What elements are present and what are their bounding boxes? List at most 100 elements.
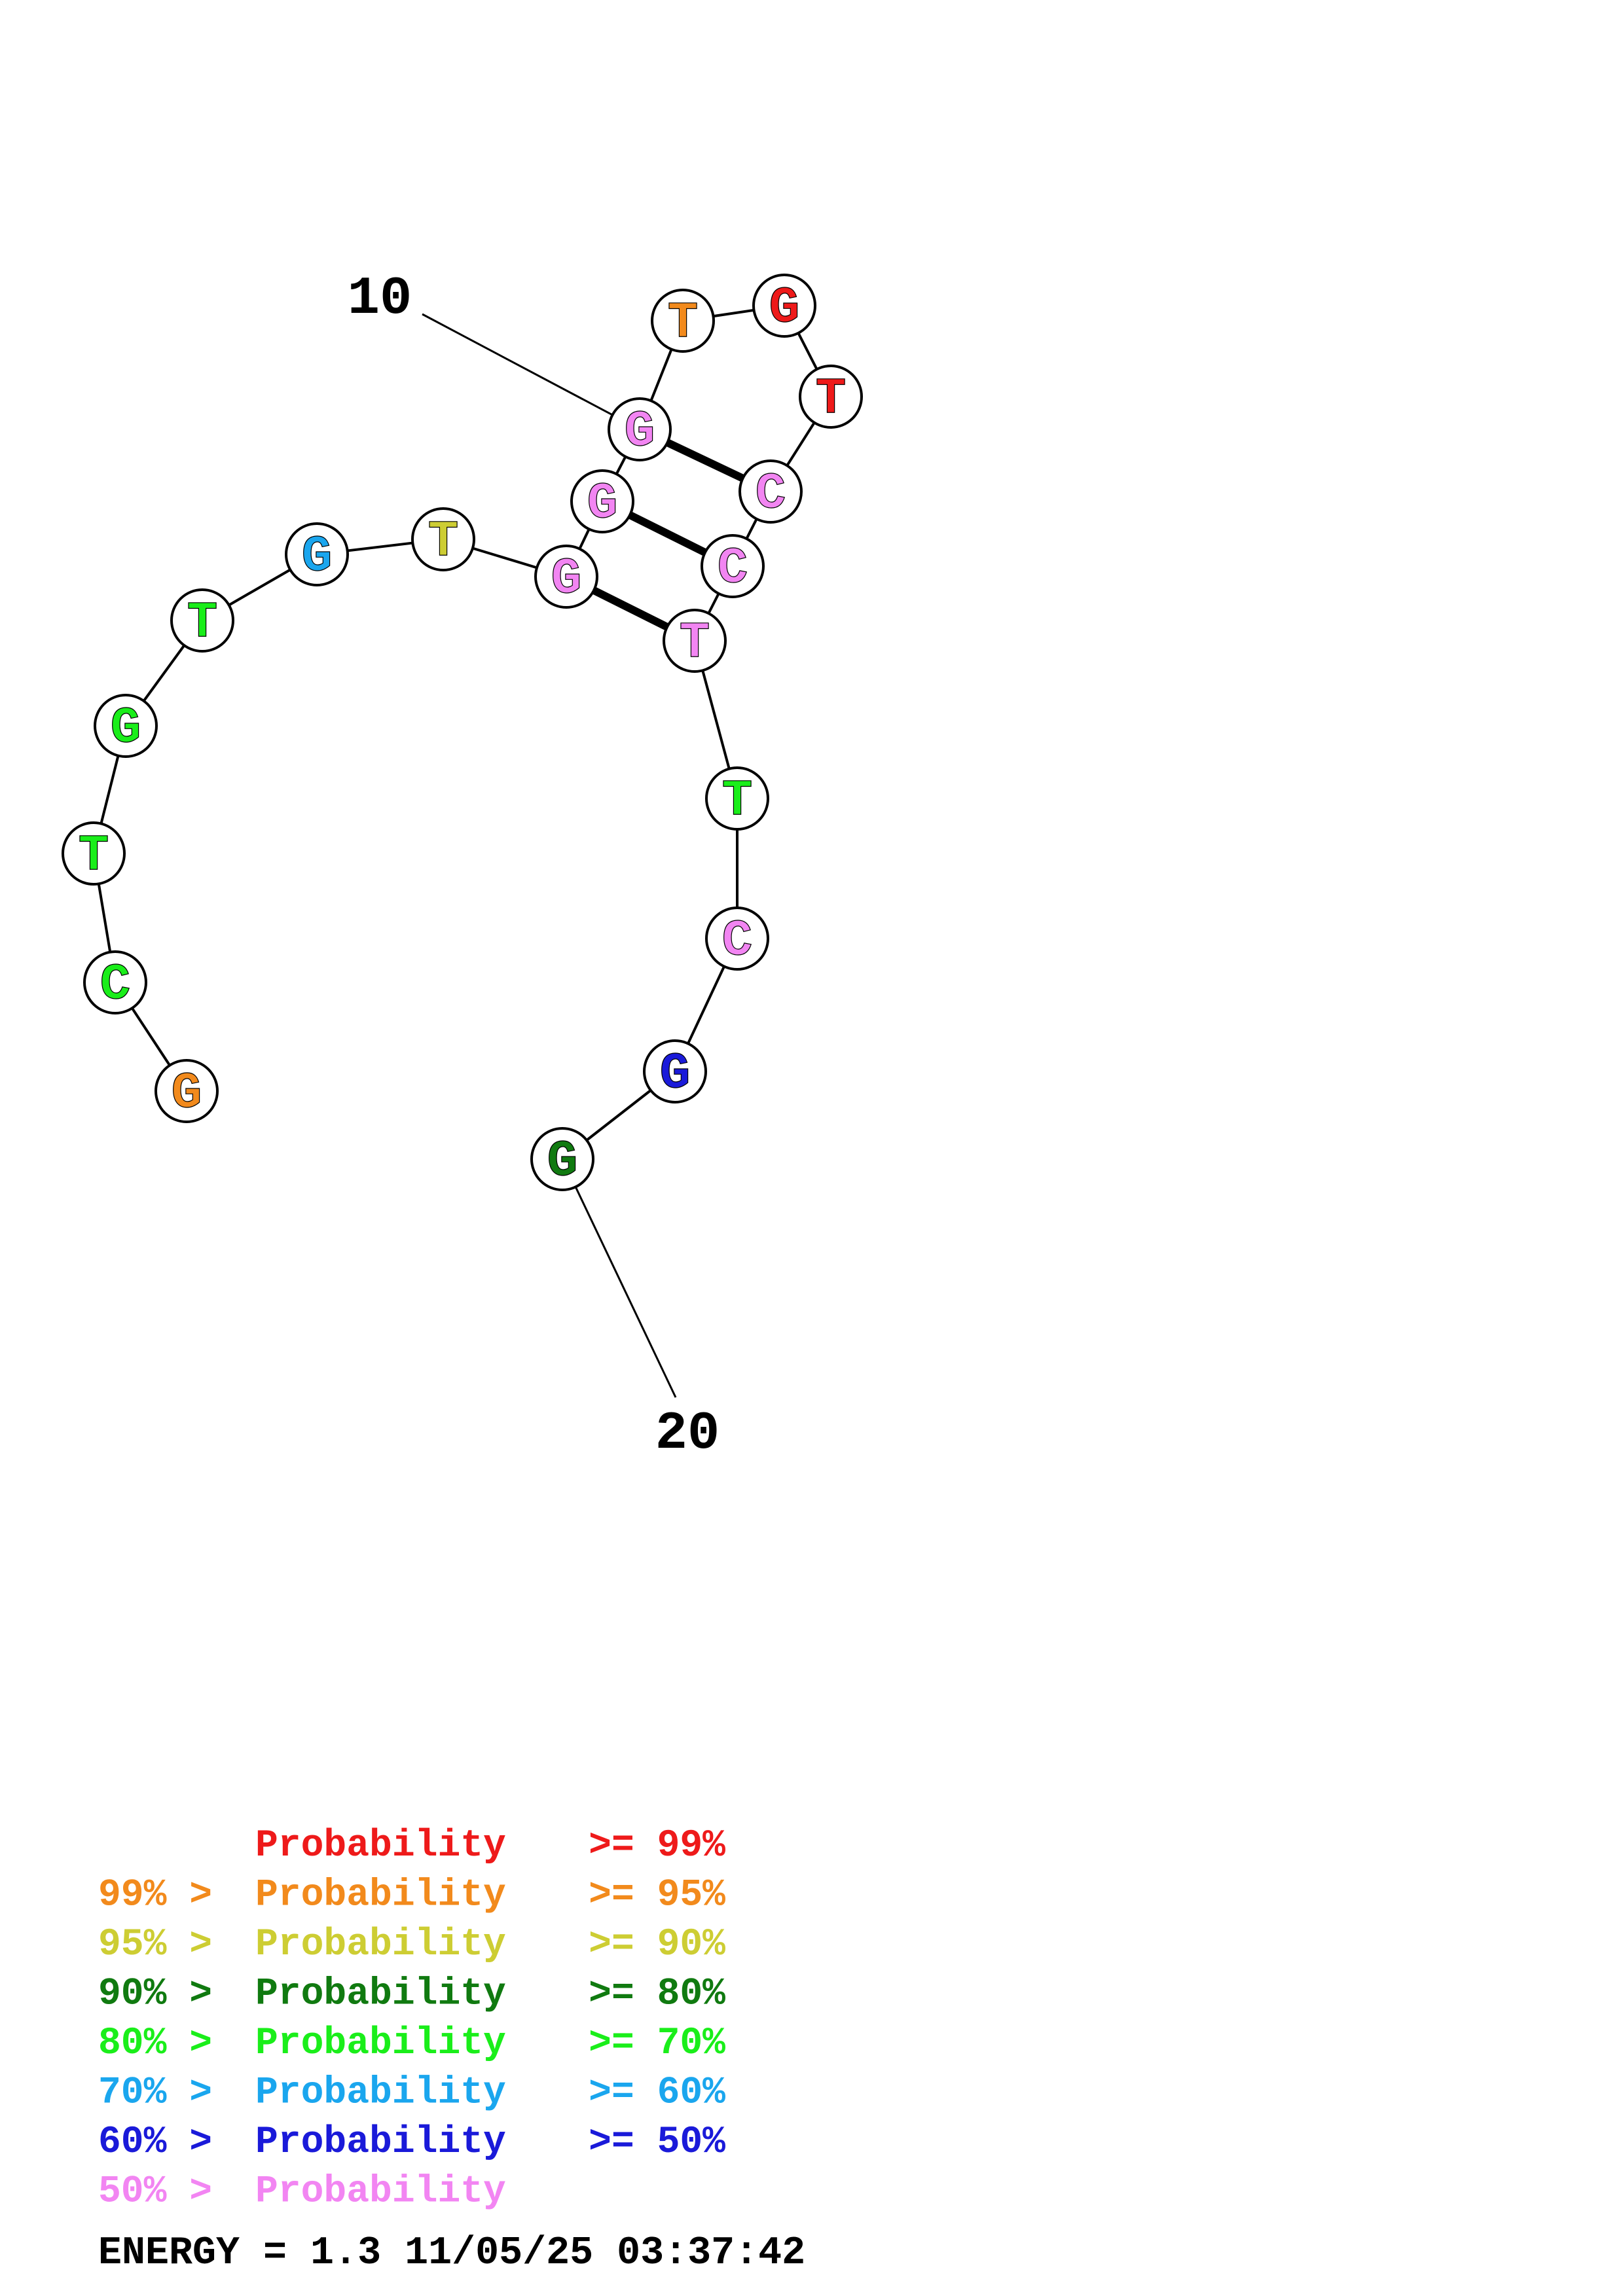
- backbone-segment: [713, 308, 754, 318]
- nucleotide-base: G: [660, 1045, 691, 1103]
- nucleotide: C: [739, 459, 803, 524]
- backbone-segment: [585, 1089, 652, 1141]
- nucleotide-circle: [663, 609, 727, 673]
- legend-suffix: >= 99%: [589, 1825, 725, 1867]
- legend-prefix: 95% >: [98, 1924, 212, 1966]
- nucleotide-circle: [701, 534, 765, 598]
- legend-label: Probability: [255, 1825, 506, 1867]
- nucleotide-base: T: [722, 772, 753, 830]
- backbone-segment: [143, 644, 185, 702]
- legend-suffix: >= 90%: [589, 1924, 725, 1966]
- base-pair-bond: [628, 511, 707, 556]
- nucleotide-base: G: [587, 475, 618, 533]
- nucleotide: C: [705, 906, 769, 971]
- nucleotide: C: [701, 534, 765, 598]
- position-leader-line: [574, 1186, 677, 1398]
- backbone-segment: [131, 1007, 171, 1066]
- nucleotide-circle: [739, 459, 803, 524]
- nucleotide-circle: [530, 1127, 594, 1191]
- legend-row: 50% > Probability: [98, 2171, 506, 2214]
- legend-prefix: 99% >: [98, 1874, 212, 1917]
- nucleotide: C: [83, 950, 147, 1014]
- backbone-segment: [701, 670, 731, 770]
- legend-label: Probability: [255, 2121, 506, 2164]
- backbone-segment: [347, 541, 413, 552]
- base-pair-bonds: [592, 439, 745, 631]
- legend-prefix: 50% >: [98, 2171, 212, 2214]
- nucleotide: T: [799, 365, 863, 429]
- nucleotide-circle: [643, 1039, 707, 1103]
- legend-label: Probability: [255, 1874, 506, 1917]
- nucleotide-circle: [155, 1059, 219, 1123]
- energy-line: ENERGY = 1.3 11/05/25 03:37:42: [98, 2231, 805, 2276]
- legend-row: 70% > Probability >= 60%: [98, 2072, 725, 2115]
- legend-label: Probability: [255, 1973, 506, 2016]
- backbone-segment: [707, 592, 720, 615]
- legend-label: Probability: [255, 2022, 506, 2065]
- nucleotide: T: [411, 507, 475, 571]
- backbone-segment: [615, 456, 627, 475]
- nucleotide-circle: [411, 507, 475, 571]
- nucleotide-circle: [799, 365, 863, 429]
- nucleotide: T: [62, 821, 126, 886]
- nucleotide-base: C: [722, 912, 753, 970]
- nucleotide-circle: [534, 545, 598, 609]
- nucleotide-base: G: [625, 403, 655, 461]
- nucleotide: G: [752, 274, 816, 338]
- legend-row: 95% > Probability >= 90%: [98, 1924, 725, 1966]
- position-labels: 10 20: [348, 268, 720, 1464]
- nucleotide: T: [651, 289, 715, 353]
- nucleotide-circle: [651, 289, 715, 353]
- legend-label: Probability: [255, 2072, 506, 2115]
- legend-row: 80% > Probability >= 70%: [98, 2022, 725, 2065]
- position-leader-line: [422, 313, 613, 416]
- legend-row: 90% > Probability >= 80%: [98, 1973, 725, 2016]
- nucleotide-base: T: [668, 295, 699, 352]
- legend-suffix: >= 80%: [589, 1973, 725, 2016]
- nucleotide-circle: [170, 588, 234, 653]
- nucleotide-base: G: [551, 550, 582, 608]
- legend-suffix: >= 60%: [589, 2072, 725, 2115]
- nucleotide-base: G: [111, 700, 141, 757]
- nucleotide-circle: [608, 397, 672, 461]
- nucleotide-circle: [94, 694, 158, 758]
- nucleotide: T: [170, 588, 234, 653]
- nucleotide: G: [608, 397, 672, 461]
- backbone-segment: [472, 547, 538, 569]
- backbone-segment: [687, 965, 725, 1045]
- backbone-segment: [786, 422, 816, 467]
- backbone-segment: [578, 528, 591, 550]
- legend-suffix: >= 70%: [589, 2022, 725, 2065]
- nucleotide-circle: [285, 522, 349, 586]
- nucleotide-circle: [83, 950, 147, 1014]
- nucleotide-base: G: [172, 1065, 202, 1122]
- nucleotide: T: [705, 766, 769, 831]
- position-label: 10: [348, 268, 412, 329]
- nucleotide-circle: [62, 821, 126, 886]
- nucleotide-base: T: [680, 615, 710, 672]
- backbone-segment: [649, 348, 673, 402]
- legend-label: Probability: [255, 1924, 506, 1966]
- nucleotide: T: [663, 609, 727, 673]
- nucleotide-circle: [705, 906, 769, 971]
- nucleotide: G: [534, 545, 598, 609]
- backbone-segment: [745, 518, 758, 540]
- legend-prefix: 70% >: [98, 2072, 212, 2115]
- backbone-segment: [228, 568, 291, 607]
- nucleotide: G: [155, 1059, 219, 1123]
- backbone-segment: [797, 332, 818, 370]
- legend-suffix: >= 50%: [589, 2121, 725, 2164]
- nucleotide: G: [570, 469, 634, 533]
- nucleotide-base: T: [816, 370, 847, 428]
- nucleotide: G: [285, 522, 349, 586]
- legend-prefix: 80% >: [98, 2022, 212, 2065]
- nucleotide-circle: [752, 274, 816, 338]
- nucleotide-base: T: [428, 513, 459, 571]
- nucleotide-base: G: [547, 1133, 578, 1191]
- probability-legend: Probability >= 99%99% > Probability >= 95%9…: [98, 1825, 725, 2214]
- backbone-lines: [97, 308, 818, 1141]
- nucleotide-circle: [705, 766, 769, 831]
- legend-row: 99% > Probability >= 95%: [98, 1874, 725, 1917]
- base-pair-bond: [665, 439, 745, 482]
